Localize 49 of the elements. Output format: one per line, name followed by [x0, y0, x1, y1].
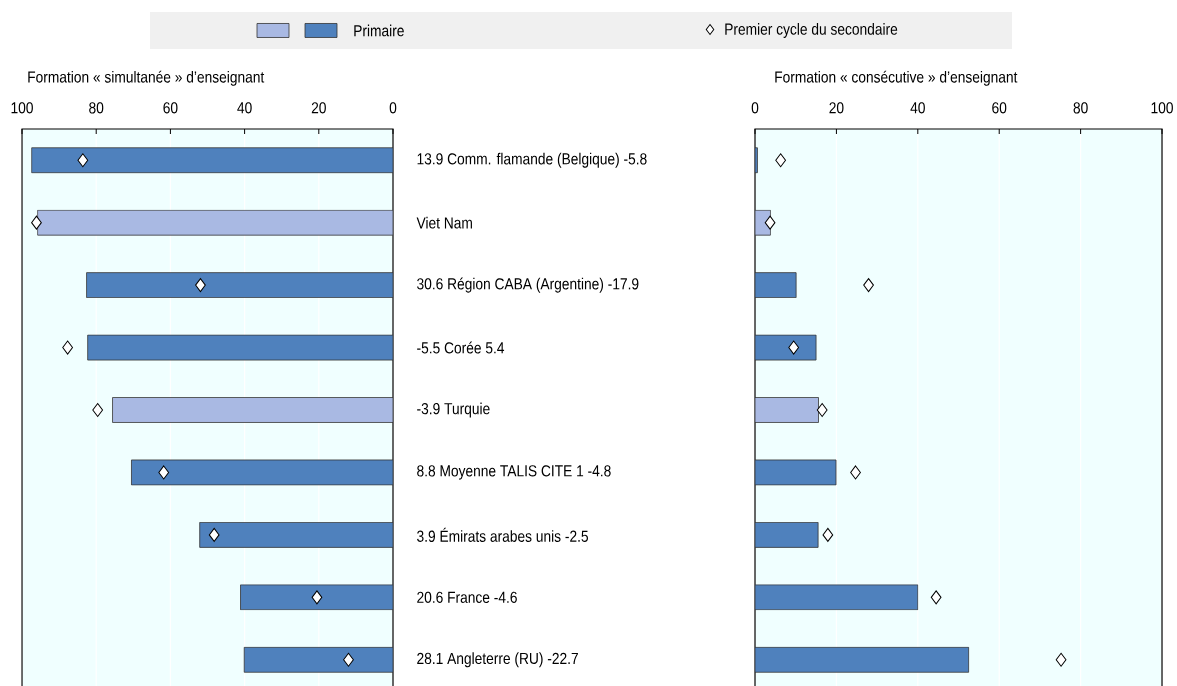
- point: [764, 215, 776, 230]
- y-tick-label: 8.8 Moyenne TALIS CITE 1 -4.8: [417, 465, 611, 480]
- bar: [755, 522, 819, 548]
- x-tick-label: 20: [829, 102, 844, 114]
- x-tick-label: 20: [311, 102, 326, 114]
- x-tick-label: 80: [1073, 102, 1088, 114]
- point: [311, 590, 323, 605]
- point: [62, 340, 74, 355]
- bar: [755, 584, 919, 611]
- point: [92, 403, 104, 417]
- point: [822, 527, 834, 542]
- y-tick-label: 28.1 Angleterre (RU) -22.7: [417, 652, 578, 668]
- point: [930, 590, 942, 605]
- x-tick-label: 0: [389, 102, 397, 114]
- legend-label: Premier cycle du secondaire: [725, 23, 898, 38]
- point: [863, 278, 874, 293]
- y-tick-label: 13.9 Comm. flamande (Belgique) -5.8: [417, 152, 647, 168]
- y-tick-label: -3.9 Turquie: [417, 402, 490, 418]
- bar: [37, 209, 393, 236]
- x-tick-label: 40: [910, 102, 925, 114]
- y-tick-label: 20.6 France -4.6: [417, 591, 517, 603]
- x-tick-label: 0: [751, 102, 759, 114]
- point: [31, 215, 42, 230]
- point: [1055, 652, 1067, 667]
- point: [850, 465, 861, 480]
- x-tick-label: 100: [11, 102, 33, 114]
- bar: [755, 272, 797, 299]
- x-tick-label: 60: [992, 102, 1007, 114]
- bar: [199, 522, 393, 548]
- x-tick-label: 80: [89, 102, 104, 114]
- point: [208, 527, 220, 542]
- x-axis-title: Formation « consécutive » d’enseignant: [775, 70, 1018, 86]
- legend-label: Primaire: [354, 24, 404, 37]
- x-tick-label: 100: [1151, 102, 1173, 114]
- x-tick-label: 40: [237, 102, 252, 114]
- point: [158, 465, 170, 480]
- y-tick-label: 3.9 Émirats arabes unis -2.5: [417, 527, 589, 542]
- x-tick-label: 60: [163, 102, 178, 114]
- x-axis-title: Formation « simultanée » d’enseignant: [28, 70, 265, 86]
- y-tick-label: 30.6 Région CABA (Argentine) -17.9: [417, 277, 639, 293]
- point: [775, 153, 787, 168]
- y-tick-label: Viet Nam: [416, 216, 472, 229]
- point: [788, 340, 800, 355]
- point: [195, 278, 206, 293]
- point: [77, 153, 89, 168]
- bar: [240, 584, 393, 611]
- point: [343, 652, 354, 667]
- y-tick-label: -5.5 Corée 5.4: [417, 341, 505, 354]
- point: [816, 403, 828, 417]
